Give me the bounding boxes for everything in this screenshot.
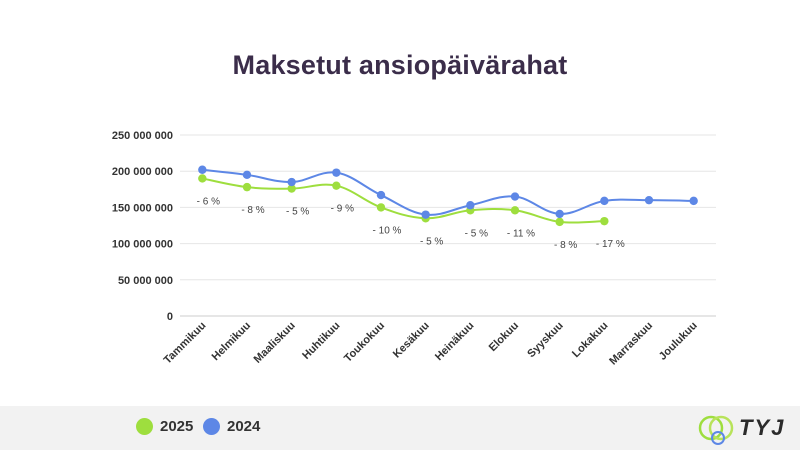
data-point-2025 xyxy=(376,203,386,212)
data-point-2024 xyxy=(510,192,520,201)
x-tick-label: Huhtikuu xyxy=(300,320,342,362)
change-label: - 8 % xyxy=(241,205,264,216)
x-tick-label: Marraskuu xyxy=(607,320,655,368)
legend-label-2024: 2024 xyxy=(227,418,261,435)
change-label: - 5 % xyxy=(465,228,488,239)
data-point-2025 xyxy=(510,206,520,215)
y-tick-label: 150 000 000 xyxy=(112,202,173,214)
series-line-2025 xyxy=(202,177,605,224)
legend-dot-2024 xyxy=(203,418,220,435)
y-tick-label: 50 000 000 xyxy=(118,275,173,287)
data-point-2024 xyxy=(198,165,207,174)
series-line-2024 xyxy=(202,168,694,216)
change-label: - 6 % xyxy=(197,196,220,207)
data-point-2025 xyxy=(287,184,296,193)
change-label: - 8 % xyxy=(554,240,577,251)
data-point-2024 xyxy=(644,195,654,205)
data-point-2025 xyxy=(600,216,609,226)
legend-label-2025: 2025 xyxy=(160,418,194,435)
x-tick-label: Toukokuu xyxy=(342,320,387,365)
x-tick-label: Tammikuu xyxy=(162,320,209,367)
data-point-2024 xyxy=(466,201,475,210)
data-point-2025 xyxy=(332,181,341,190)
chart-title: Maksetut ansiopäivärahat xyxy=(232,50,568,80)
x-tick-label: Helmikuu xyxy=(210,320,253,363)
x-tick-label: Elokuu xyxy=(487,320,521,354)
change-label: - 5 % xyxy=(420,236,443,247)
y-tick-label: 0 xyxy=(167,311,173,323)
logo-text: TYJ xyxy=(739,415,786,440)
data-point-2024 xyxy=(555,209,564,219)
y-tick-label: 200 000 000 xyxy=(112,166,173,178)
footer: 2025 2024 TYJ xyxy=(0,406,800,450)
x-tick-label: Lokakuu xyxy=(570,320,610,360)
legend-item-2025: 2025 xyxy=(136,418,193,435)
data-point-2024 xyxy=(287,177,296,187)
data-point-2024 xyxy=(421,210,430,219)
data-point-2024 xyxy=(600,196,609,206)
y-tick-label: 100 000 000 xyxy=(112,239,173,251)
legend-item-2024: 2024 xyxy=(203,418,260,435)
data-point-2024 xyxy=(376,190,386,200)
data-point-2025 xyxy=(242,182,252,192)
x-tick-label: Syyskuu xyxy=(525,320,565,360)
change-label: - 5 % xyxy=(286,207,309,218)
data-point-2024 xyxy=(689,196,698,206)
x-tick-label: Heinäkuu xyxy=(433,320,476,363)
x-tick-label: Joulukuu xyxy=(657,320,700,363)
data-point-2025 xyxy=(198,174,207,183)
change-label: - 17 % xyxy=(596,239,625,250)
change-label: - 10 % xyxy=(373,225,402,236)
tyj-rings-icon xyxy=(698,415,734,445)
legend-dot-2025 xyxy=(136,418,153,435)
x-tick-label: Maaliskuu xyxy=(252,320,298,366)
change-label: - 11 % xyxy=(507,228,535,239)
tyj-logo: TYJ xyxy=(697,411,792,445)
data-point-2024 xyxy=(332,168,341,177)
x-tick-label: Kesäkuu xyxy=(391,320,432,361)
data-point-2025 xyxy=(555,217,564,227)
line-chart: 0 50 000 000 100 000 000 150 000 000 200 000… xyxy=(112,130,716,368)
y-tick-label: 250 000 000 xyxy=(112,130,173,142)
change-label: - 9 % xyxy=(331,204,354,215)
data-point-2024 xyxy=(242,170,252,180)
